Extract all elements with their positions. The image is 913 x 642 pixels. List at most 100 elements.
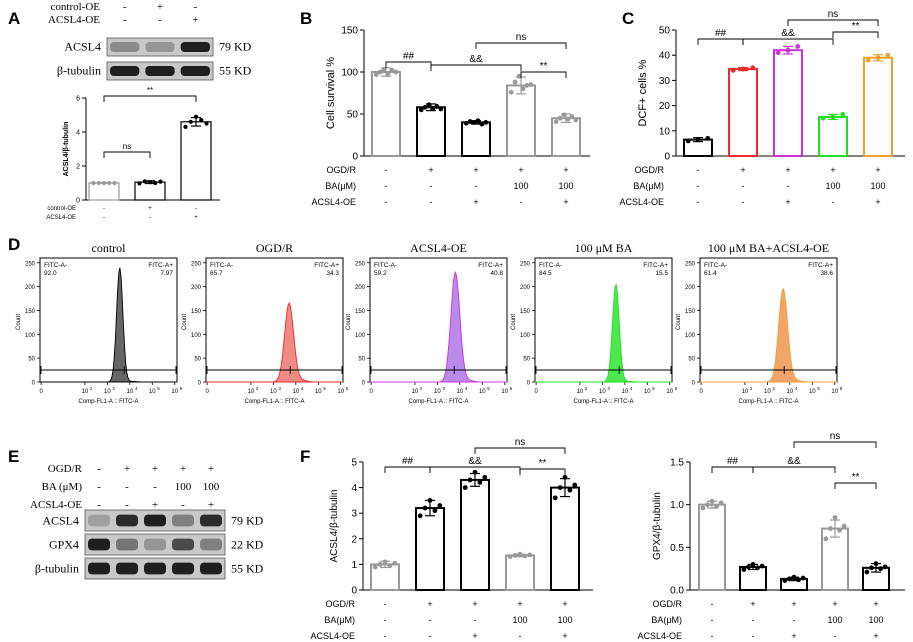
data-point — [377, 69, 383, 75]
gate-negative-label: FITC-A- — [44, 262, 67, 269]
blot-condition-mark: - — [125, 481, 129, 493]
panel-c-bar-chart: 0 10 20 30 40 50 DCF+ cells % ## && ** ns OGD/R - + + +… — [619, 9, 905, 207]
histogram-title: control — [92, 241, 127, 255]
y-tick-label: 200 — [520, 285, 531, 291]
x-tick-label: 0 — [369, 389, 373, 395]
x-tick-exponent: 5 — [652, 386, 655, 391]
x-tick-label: 10 — [479, 389, 486, 395]
x-tick-label: 0 — [699, 389, 703, 395]
x-tick-exponent: 6 — [180, 386, 183, 391]
bar — [506, 84, 536, 157]
x-tick-exponent: 3 — [607, 386, 610, 391]
condition-mark: - — [384, 631, 387, 641]
blot-condition-label: BA (μM) — [42, 481, 83, 493]
data-point — [188, 119, 193, 124]
condition-mark: + — [148, 206, 152, 212]
data-point — [463, 120, 469, 126]
x-axis-label: Comp-FL1-A :: FITC-A — [408, 399, 468, 405]
x-tick-label: 10 — [126, 389, 133, 395]
significance-bracket — [697, 38, 744, 45]
data-point — [740, 66, 746, 72]
x-tick-exponent: 6 — [675, 386, 678, 391]
condition-mark: - — [787, 181, 790, 191]
histogram-title: 100 μM BA — [575, 241, 633, 255]
data-point — [685, 138, 691, 144]
bar — [371, 71, 401, 157]
data-point — [482, 474, 488, 480]
panel-letter-d: D — [8, 235, 20, 254]
y-tick-label: 6 — [76, 95, 80, 102]
x-tick-label: 0 — [534, 389, 538, 395]
x-tick-exponent: 4 — [795, 386, 798, 391]
data-point — [800, 575, 806, 581]
condition-mark: - — [475, 181, 478, 191]
significance-label: ** — [540, 61, 548, 72]
data-point — [382, 559, 388, 565]
x-tick-label: 10 — [501, 389, 508, 395]
significance-bracket — [519, 468, 566, 475]
y-tick-label: 50 — [347, 110, 359, 121]
condition-mark: - — [103, 206, 105, 212]
condition-mark: - — [697, 181, 700, 191]
bar — [550, 486, 580, 592]
blot-band — [110, 41, 140, 53]
histogram-curve — [700, 287, 837, 383]
histogram-frame — [534, 257, 673, 383]
y-tick-label: 200 — [685, 285, 696, 291]
data-point — [750, 562, 756, 567]
y-tick-label: 50 — [688, 357, 695, 363]
x-tick-label: 10 — [599, 389, 606, 395]
panel-letter-c: C — [622, 9, 634, 28]
bar — [698, 503, 726, 591]
gate-negative-label: FITC-A- — [704, 262, 727, 269]
bar — [416, 106, 446, 157]
data-point — [705, 135, 711, 141]
condition-mark: + — [563, 197, 568, 207]
significance-label: ns — [515, 437, 526, 448]
bar — [461, 121, 491, 157]
blot-condition-mark: - — [153, 481, 157, 493]
y-axis-label: Cell survival % — [325, 57, 337, 129]
bar — [505, 554, 535, 592]
data-point — [516, 73, 522, 79]
panel-f-gpx4-bar-chart: 0.0 0.5 1.0 1.5 GPX4/β-tubulin ## && ** ns OGD/R -… — [637, 431, 905, 641]
significance-label: ns — [830, 431, 841, 442]
blot-condition-label: ACSL4-OE — [48, 14, 100, 26]
x-tick-exponent: 5 — [487, 386, 490, 391]
condition-label: OGD/R — [634, 165, 664, 175]
data-point — [467, 119, 473, 124]
gate-positive-value: 7.97 — [160, 270, 173, 277]
histogram-title: 100 μM BA+ACSL4-OE — [708, 241, 829, 255]
blot-condition-mark: + — [157, 1, 163, 13]
significance-bracket — [752, 466, 836, 473]
data-point — [512, 79, 518, 85]
y-tick-label: 0 — [664, 152, 670, 163]
panel-letter-e: E — [8, 447, 19, 466]
blot-condition-mark: + — [192, 14, 198, 26]
bar — [460, 478, 490, 592]
condition-mark: + — [472, 599, 477, 609]
x-tick-exponent: 5 — [817, 386, 820, 391]
blot-band — [144, 562, 166, 575]
x-axis-label: Comp-FL1-A :: FITC-A — [78, 399, 138, 405]
data-point — [193, 114, 199, 119]
condition-mark: 100 — [558, 181, 573, 191]
data-point — [153, 180, 158, 186]
condition-mark: + — [740, 165, 745, 175]
data-point — [520, 86, 526, 92]
blot-protein-label: β-tubulin — [57, 64, 101, 78]
data-point — [479, 121, 485, 127]
condition-mark: + — [875, 165, 880, 175]
condition-mark: + — [563, 165, 568, 175]
x-tick-exponent: 4 — [135, 386, 138, 391]
data-point — [759, 563, 765, 569]
condition-mark: + — [785, 165, 790, 175]
condition-mark: - — [742, 197, 745, 207]
condition-mark: 100 — [868, 615, 883, 625]
x-tick-exponent: 3 — [112, 386, 115, 391]
significance-label: ## — [403, 51, 415, 62]
x-tick-exponent: 4 — [465, 386, 468, 391]
y-tick-label: 150 — [685, 309, 696, 315]
condition-label: BA(μM) — [325, 181, 356, 191]
